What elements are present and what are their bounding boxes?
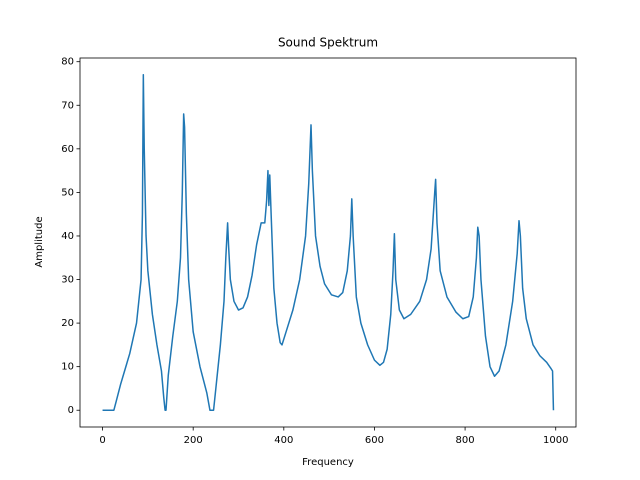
x-tick-label: 600 bbox=[365, 435, 384, 446]
y-tick-label: 80 bbox=[61, 57, 74, 68]
chart-title: Sound Spektrum bbox=[278, 36, 378, 50]
y-tick-label: 10 bbox=[61, 362, 74, 373]
y-axis-label: Amplitude bbox=[34, 216, 45, 267]
line-series bbox=[102, 74, 555, 411]
x-tick-label: 400 bbox=[274, 435, 293, 446]
plot-frame bbox=[79, 57, 577, 428]
x-tick-label: 800 bbox=[456, 435, 475, 446]
x-tick-label: 1000 bbox=[543, 435, 568, 446]
x-axis-label: Frequency bbox=[302, 457, 354, 468]
y-tick-label: 40 bbox=[61, 231, 74, 242]
y-tick-label: 30 bbox=[61, 275, 74, 286]
x-tick-label: 0 bbox=[99, 435, 105, 446]
y-tick-label: 20 bbox=[61, 318, 74, 329]
y-tick-label: 70 bbox=[61, 100, 74, 111]
y-tick-label: 50 bbox=[61, 187, 74, 198]
y-tick-label: 0 bbox=[68, 405, 74, 416]
x-tick-label: 200 bbox=[184, 435, 203, 446]
y-tick-label: 60 bbox=[61, 144, 74, 155]
